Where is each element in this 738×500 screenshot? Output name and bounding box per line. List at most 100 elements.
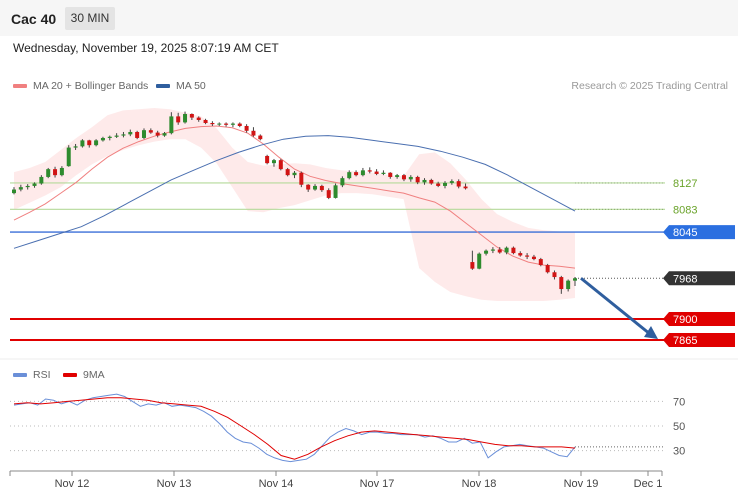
candle-body: [230, 123, 235, 125]
candle: [169, 112, 174, 135]
candle: [285, 167, 290, 177]
forecast-arrow-head: [644, 326, 658, 340]
candle: [196, 116, 201, 122]
candle-body: [53, 169, 58, 176]
candle: [354, 170, 359, 177]
candle: [552, 270, 557, 280]
level-label-box: [663, 312, 735, 327]
candlestick-layer: [12, 111, 577, 294]
level-label-text: 7865: [673, 335, 697, 347]
candle: [251, 127, 256, 137]
x-tick-label: Nov 19: [564, 478, 599, 490]
candle: [415, 175, 420, 185]
candle-body: [381, 172, 386, 174]
candle: [39, 175, 44, 185]
candle: [176, 112, 181, 125]
candle-body: [573, 278, 577, 281]
candle-body: [436, 183, 441, 186]
candle: [306, 184, 311, 192]
level-label-8083: 8083: [673, 204, 697, 216]
candle-body: [449, 181, 454, 183]
x-tick-label: Dec 1: [634, 478, 663, 490]
level-label-8127: 8127: [673, 178, 697, 190]
candle-body: [313, 185, 318, 190]
legend-ma50: MA 50: [156, 80, 206, 92]
candle: [490, 247, 495, 254]
candle: [148, 128, 153, 134]
candle-body: [114, 135, 119, 137]
x-tick-label: Nov 17: [360, 478, 395, 490]
ma50-line: [13, 135, 576, 249]
interval-selector[interactable]: 30 MIN: [65, 7, 115, 30]
rsi-tick-label: 70: [673, 396, 685, 408]
candle: [258, 134, 263, 141]
candle: [265, 154, 270, 165]
candle: [80, 139, 85, 148]
candle: [395, 173, 400, 179]
candle: [128, 129, 133, 137]
candle-body: [100, 137, 105, 141]
candle-body: [367, 170, 372, 172]
candle-body: [374, 171, 379, 174]
candle-body: [504, 247, 509, 253]
candle: [463, 183, 468, 190]
candle-body: [271, 160, 276, 164]
legend-rsi-label: RSI: [33, 369, 51, 381]
candle-body: [456, 181, 461, 187]
candle: [217, 122, 222, 126]
ma20-line: [13, 125, 576, 269]
candle: [566, 279, 571, 292]
candle-body: [87, 140, 92, 146]
candle-body: [395, 175, 400, 177]
candle-body: [388, 172, 393, 177]
candle-body: [203, 119, 208, 123]
bollinger-band-layer: [14, 108, 575, 301]
candle-body: [25, 185, 30, 188]
candle-body: [415, 176, 420, 183]
legend-9ma: 9MA: [63, 369, 105, 381]
candle-body: [189, 113, 194, 118]
chart-datetime: Wednesday, November 19, 2025 8:07:19 AM …: [13, 41, 279, 55]
candle-body: [46, 169, 51, 177]
candle-body: [545, 265, 550, 273]
legend-rsi: RSI: [13, 369, 51, 381]
candle: [32, 182, 37, 188]
candle: [94, 139, 99, 147]
research-credit: Research © 2025 Trading Central: [571, 80, 728, 92]
candle: [121, 131, 126, 138]
candle-body: [518, 253, 523, 256]
level-label-7968: 7968: [663, 271, 735, 286]
ma50-swatch: [156, 84, 170, 88]
candle-body: [360, 170, 365, 176]
candle-body: [217, 123, 222, 125]
x-tick-label: Nov 12: [55, 478, 90, 490]
x-tick-label: Nov 13: [157, 478, 192, 490]
level-label-text: 8127: [673, 178, 697, 190]
instrument-title: Cac 40: [11, 11, 57, 27]
candle-body: [80, 140, 85, 147]
candle-body: [141, 130, 146, 138]
candle-body: [429, 179, 434, 184]
candle-body: [18, 187, 23, 190]
candle-body: [258, 135, 263, 140]
forecast-arrow-line: [580, 277, 651, 336]
top-bar: [0, 0, 738, 36]
candle: [18, 184, 23, 192]
rsi-line: [13, 393, 576, 463]
candle-body: [484, 250, 489, 254]
candle: [326, 188, 331, 200]
candle-body: [59, 167, 64, 176]
candle-body: [531, 256, 536, 260]
candle-body: [244, 125, 249, 131]
candle: [230, 122, 235, 128]
x-tick-label: Nov 14: [259, 478, 294, 490]
candle-body: [525, 255, 530, 257]
candle-body: [477, 253, 482, 269]
level-label-8045: 8045: [663, 225, 735, 240]
candle-body: [210, 122, 215, 125]
candle: [436, 181, 441, 188]
level-label-text: 8045: [673, 227, 697, 239]
candle: [299, 171, 304, 188]
candle: [237, 122, 242, 128]
